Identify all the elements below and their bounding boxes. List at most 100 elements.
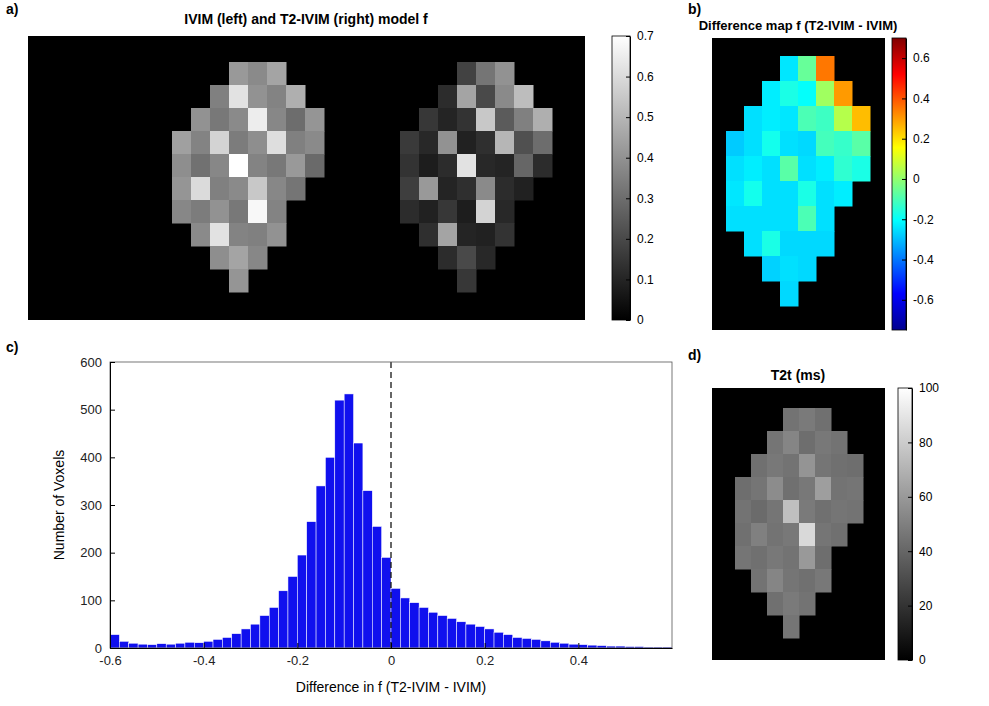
tick: 100	[908, 381, 939, 395]
heatmap-cell	[476, 131, 496, 155]
heatmap-cell	[286, 108, 306, 132]
heatmap-cell	[751, 569, 768, 593]
tick-mark	[902, 219, 906, 220]
panel-title: IVIM (left) and T2-IVIM (right) model f	[184, 11, 428, 27]
tick: 0.1	[626, 273, 654, 287]
tick: 400	[80, 450, 115, 465]
heatmap-cell	[798, 56, 817, 82]
heatmap-cell	[852, 156, 871, 182]
heatmap-cell	[726, 156, 745, 182]
tick-mark	[626, 239, 630, 240]
heatmap-cell	[762, 231, 781, 257]
heatmap-cell	[419, 200, 439, 224]
axis-line	[630, 37, 631, 321]
heatmap-cell	[815, 523, 832, 547]
heatmap-cell	[305, 131, 325, 155]
histogram-bar	[297, 555, 306, 648]
panel-histogram: c)-0.6-0.4-0.200.20.40100200300400500600…	[6, 339, 673, 695]
heatmap-cell	[783, 569, 800, 593]
tick: 600	[80, 355, 115, 370]
tick-label: 0.1	[637, 273, 654, 287]
histogram-bar	[400, 598, 409, 648]
heatmap-cell	[762, 131, 781, 157]
histogram-bar	[119, 641, 128, 648]
heatmap-cell	[495, 223, 515, 247]
heatmap-cell	[816, 206, 835, 232]
heatmap-cell	[248, 246, 268, 270]
heatmap-cell	[248, 85, 268, 109]
heatmap-cell	[767, 500, 784, 524]
tick: 60	[908, 490, 933, 504]
histogram-bar	[204, 641, 213, 648]
heatmap-cell	[815, 500, 832, 524]
tick-label: 0	[95, 641, 102, 656]
tick: -0.2	[287, 643, 309, 668]
heatmap-cell	[267, 200, 287, 224]
heatmap-cell	[400, 200, 420, 224]
tick: 40	[908, 545, 933, 559]
plot-marks	[110, 362, 672, 648]
tick-mark	[110, 553, 115, 554]
image-grid	[735, 408, 864, 639]
histogram-bar	[372, 526, 381, 648]
histogram-bar	[241, 629, 250, 648]
heatmap-cell	[834, 81, 853, 107]
tick: 0	[388, 643, 395, 668]
heatmap-cell	[831, 454, 848, 478]
heatmap-cell	[726, 206, 745, 232]
tick-label: 100	[80, 593, 102, 608]
heatmap-cell	[400, 154, 420, 178]
heatmap-cell	[783, 592, 800, 616]
tick-label: 0.5	[637, 110, 654, 124]
heatmap-cell	[783, 454, 800, 478]
heatmap-cell	[816, 106, 835, 132]
heatmap-cell	[229, 85, 249, 109]
histogram-bar	[213, 639, 222, 648]
histogram-bar	[410, 603, 419, 648]
heatmap-cell	[780, 81, 799, 107]
histogram-bar	[251, 624, 260, 648]
heatmap-cell	[457, 246, 477, 270]
histogram-bar	[578, 645, 587, 648]
histogram-bar	[560, 643, 569, 648]
heatmap-cell	[172, 131, 192, 155]
tick: 0	[902, 172, 920, 186]
histogram-bar	[354, 443, 363, 648]
reference-line	[390, 362, 391, 648]
histogram-bar	[185, 642, 194, 648]
heatmap-cell	[783, 431, 800, 455]
histogram-bar	[419, 607, 428, 648]
heatmap-cell	[229, 177, 249, 201]
heatmap-cell	[210, 154, 230, 178]
histogram-bar	[138, 644, 147, 648]
heatmap-cell	[799, 454, 816, 478]
tick-mark	[908, 442, 912, 443]
heatmap-cell	[267, 223, 287, 247]
tick-mark	[578, 643, 579, 648]
heatmap-cell	[229, 108, 249, 132]
heatmap-cell	[744, 106, 763, 132]
panel-letter: d)	[688, 347, 701, 363]
histogram-bar	[335, 400, 344, 648]
histogram-bar	[382, 557, 391, 648]
heatmap-cell	[495, 62, 515, 86]
tick-mark	[626, 77, 630, 78]
heatmap-cell	[780, 181, 799, 207]
histogram-bar	[588, 645, 597, 648]
heatmap-cell	[438, 177, 458, 201]
heatmap-cell	[400, 177, 420, 201]
tick-mark	[902, 98, 906, 99]
heatmap-cell	[798, 131, 817, 157]
heatmap-cell	[816, 231, 835, 257]
heatmap-cell	[780, 56, 799, 82]
tick-label: -0.2	[913, 213, 934, 227]
tick-label: 0.2	[476, 653, 494, 668]
axis: 0100200300400500600	[80, 355, 115, 656]
heatmap-cell	[267, 177, 287, 201]
heatmap-cell	[751, 546, 768, 570]
histogram-bar	[110, 635, 119, 648]
heatmap-cell	[767, 569, 784, 593]
image-grid	[172, 62, 325, 293]
histogram-bar	[513, 638, 522, 648]
heatmap-cell	[834, 131, 853, 157]
